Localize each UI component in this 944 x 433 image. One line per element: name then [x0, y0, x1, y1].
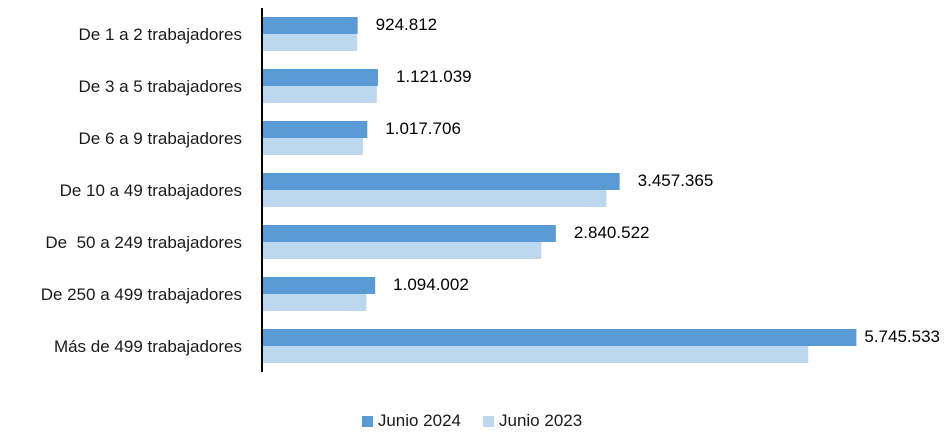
category-label: De 10 a 49 trabajadores: [60, 181, 242, 200]
bar-series-2: [262, 242, 542, 259]
category-label: Más de 499 trabajadores: [54, 337, 242, 356]
data-label: 924.812: [376, 15, 437, 34]
bar-series-2: [262, 138, 363, 155]
data-labels: 924.812 1.121.039 1.017.706 3.457.365 2.840.…: [376, 15, 940, 346]
data-label: 1.094.002: [393, 275, 469, 294]
bar-series-1: [262, 277, 376, 294]
data-label: 5.745.533: [864, 327, 940, 346]
category-label: De 50 a 249 trabajadores: [45, 233, 242, 252]
data-label: 1.017.706: [385, 119, 461, 138]
bar-chart: De 1 a 2 trabajadores De 3 a 5 trabajador…: [41, 8, 940, 372]
category-labels: De 1 a 2 trabajadores De 3 a 5 trabajador…: [41, 25, 242, 356]
bar-series-1: [262, 121, 368, 138]
bar-series-2: [262, 86, 377, 103]
legend: Junio 2024 Junio 2023: [0, 409, 944, 433]
legend-swatch-series-1: [361, 415, 373, 427]
data-label: 2.840.522: [574, 223, 650, 242]
bar-series-1: [262, 329, 857, 346]
legend-item-series-1: Junio 2024: [361, 411, 461, 431]
bar-series-2: [262, 190, 607, 207]
legend-label-series-1: Junio 2024: [377, 411, 461, 430]
data-label: 1.121.039: [396, 67, 472, 86]
legend-label-series-2: Junio 2023: [499, 411, 583, 430]
category-label: De 3 a 5 trabajadores: [79, 77, 243, 96]
bars-layer: [262, 17, 857, 363]
bar-series-2: [262, 34, 358, 51]
legend-item-series-2: Junio 2023: [483, 411, 582, 431]
bar-series-1: [262, 17, 358, 34]
bar-series-2: [262, 346, 809, 363]
bar-series-1: [262, 173, 620, 190]
legend-swatch-series-2: [483, 415, 494, 427]
bar-series-1: [262, 69, 378, 86]
category-label: De 250 a 499 trabajadores: [41, 285, 242, 304]
bar-series-2: [262, 294, 367, 311]
category-label: De 6 a 9 trabajadores: [79, 129, 243, 148]
data-label: 3.457.365: [638, 171, 714, 190]
bar-series-1: [262, 225, 556, 242]
category-label: De 1 a 2 trabajadores: [79, 25, 243, 44]
